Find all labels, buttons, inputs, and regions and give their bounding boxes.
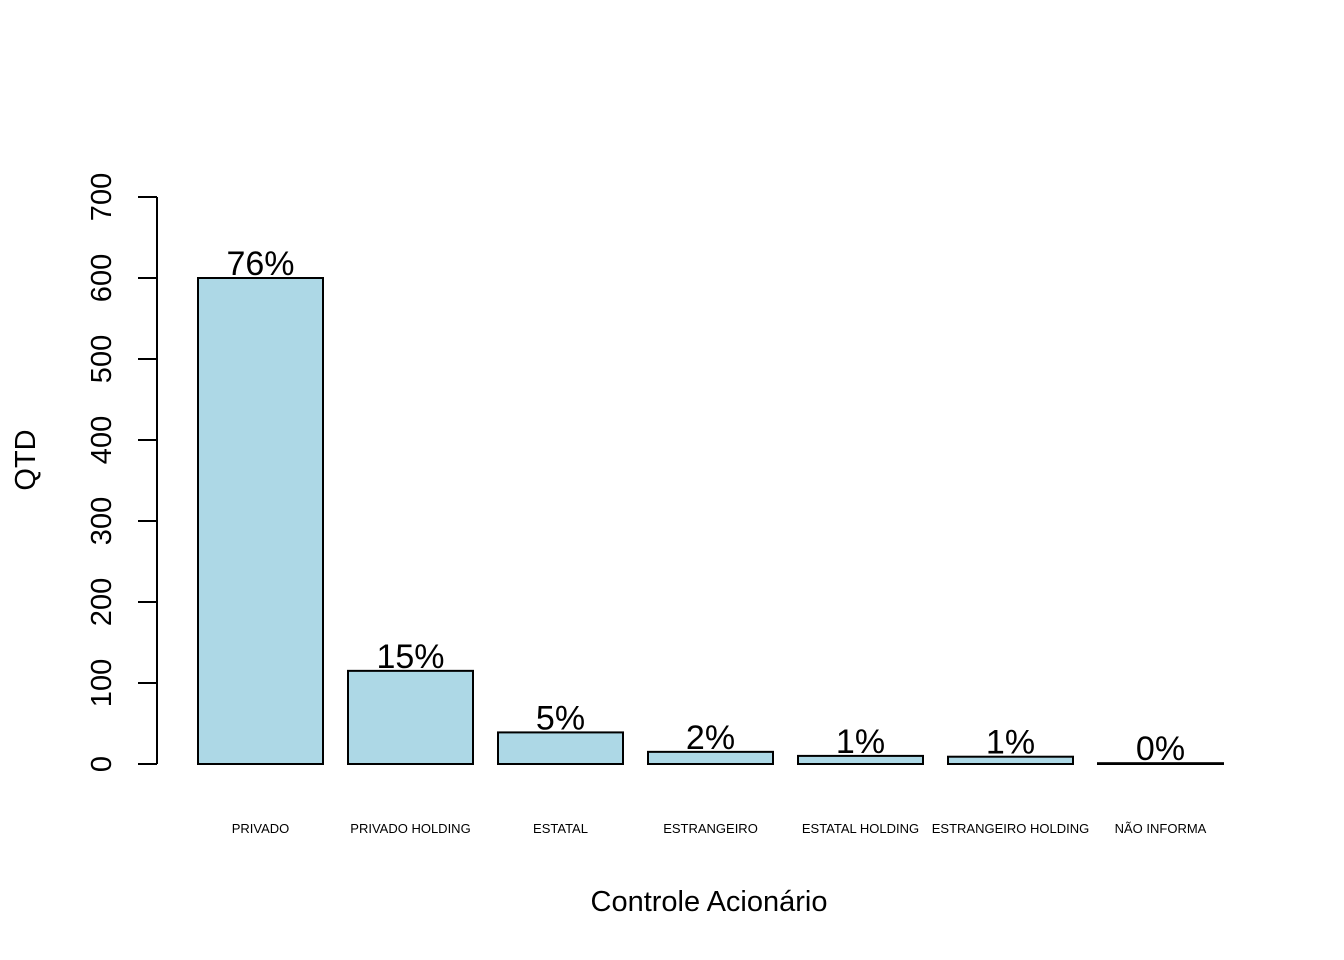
bar: [197, 277, 324, 765]
bar-value-label: 5%: [536, 699, 585, 737]
bars: [197, 277, 1224, 766]
x-tick-label: ESTRANGEIRO: [663, 821, 758, 836]
bar: [1097, 762, 1224, 766]
y-tick-label: 600: [86, 254, 118, 302]
bar-value-label: 1%: [986, 724, 1035, 762]
x-tick-label: ESTATAL HOLDING: [802, 821, 919, 836]
bar: [347, 669, 474, 765]
y-tick-label: 100: [86, 659, 118, 707]
y-axis-label: QTD: [10, 429, 42, 490]
bar-value-labels: 76% 15% 5% 2% 1% 1% 0%: [226, 245, 1185, 768]
bar: [797, 754, 924, 766]
x-tick-label: ESTRANGEIRO HOLDING: [932, 821, 1089, 836]
x-tick-label: NÃO INFORMA: [1115, 821, 1207, 836]
bar: [647, 750, 774, 765]
y-tick-label: 700: [86, 173, 118, 221]
bar-value-label: 15%: [376, 638, 444, 676]
x-axis-label: Controle Acionário: [591, 886, 828, 918]
bar-value-label: 2%: [686, 719, 735, 757]
bar: [497, 731, 624, 765]
y-tick-label: 0: [86, 756, 118, 772]
x-tick-label: PRIVADO HOLDING: [350, 821, 470, 836]
y-tick-label: 500: [86, 335, 118, 383]
x-axis-tick-labels: PRIVADO PRIVADO HOLDING ESTATAL ESTRANGEIRO…: [232, 821, 1207, 836]
y-tick-label: 400: [86, 416, 118, 464]
y-axis: 0 100 200 300 400 500 600 700: [86, 173, 158, 772]
bar: [947, 755, 1074, 766]
y-tick-label: 300: [86, 497, 118, 545]
x-tick-label: PRIVADO: [232, 821, 290, 836]
y-tick-label: 200: [86, 578, 118, 626]
bar-value-label: 1%: [836, 723, 885, 761]
bar-value-label: 0%: [1136, 730, 1185, 768]
bar-value-label: 76%: [226, 245, 294, 283]
x-tick-label: ESTATAL: [533, 821, 588, 836]
